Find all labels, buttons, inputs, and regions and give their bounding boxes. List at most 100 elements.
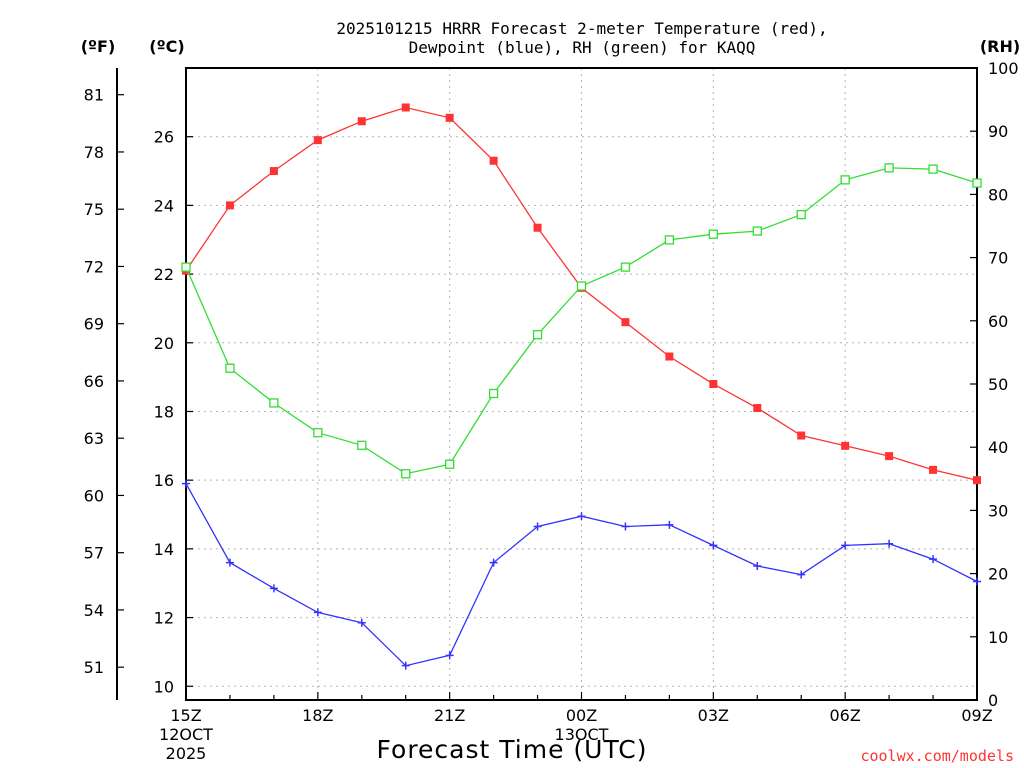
rh-point bbox=[664, 235, 675, 245]
2-meter-temperature-point bbox=[973, 476, 981, 485]
unit-celsius-label: (ºC) bbox=[149, 37, 184, 56]
f-tick-label: 51 bbox=[84, 658, 104, 677]
dewpoint-point bbox=[182, 479, 190, 488]
x-tick-label: 21Z bbox=[434, 706, 465, 725]
2-meter-temperature-point bbox=[797, 431, 806, 440]
unit-fahrenheit-label: (ºF) bbox=[81, 37, 116, 56]
2-meter-temperature-point bbox=[489, 156, 498, 165]
f-tick-label: 60 bbox=[84, 486, 104, 505]
2-meter-temperature-point bbox=[665, 352, 674, 361]
2-meter-temperature-point bbox=[753, 404, 762, 413]
rh-tick-label: 10 bbox=[988, 628, 1008, 647]
f-tick-label: 78 bbox=[84, 143, 104, 162]
rh-point bbox=[225, 363, 235, 373]
rh-point bbox=[576, 281, 587, 291]
rh-point bbox=[181, 262, 191, 272]
rh-point bbox=[928, 164, 938, 174]
c-tick-label: 22 bbox=[154, 265, 174, 284]
rh-point bbox=[796, 209, 806, 220]
2-meter-temperature-point bbox=[929, 465, 938, 474]
rh-tick-label: 80 bbox=[988, 185, 1008, 204]
dewpoint-point bbox=[665, 520, 674, 529]
dewpoint-point bbox=[533, 522, 542, 531]
dewpoint-point bbox=[973, 577, 981, 586]
dewpoint-point bbox=[709, 541, 718, 550]
rh-tick-label: 50 bbox=[988, 375, 1008, 394]
x-tick-label: 09Z bbox=[961, 706, 992, 725]
f-tick-label: 54 bbox=[84, 601, 104, 620]
rh-point bbox=[620, 262, 631, 272]
x-tick-date: 13OCT bbox=[555, 725, 609, 744]
f-tick-label: 66 bbox=[84, 372, 104, 391]
f-tick-label: 75 bbox=[84, 200, 104, 219]
dewpoint-point bbox=[401, 661, 410, 670]
x-tick-label: 15Z bbox=[170, 706, 201, 725]
rh-tick-label: 0 bbox=[988, 691, 998, 710]
c-tick-label: 14 bbox=[154, 540, 174, 559]
rh-point bbox=[357, 440, 367, 450]
dewpoint-point bbox=[841, 541, 850, 550]
rh-tick-label: 70 bbox=[988, 249, 1008, 268]
c-tick-label: 16 bbox=[154, 471, 174, 490]
2-meter-temperature-point bbox=[225, 201, 234, 210]
rh-point bbox=[445, 459, 455, 469]
c-tick-label: 26 bbox=[154, 128, 174, 147]
rh-point bbox=[488, 388, 499, 399]
rh-point bbox=[884, 163, 894, 173]
chart-title-line1: 2025101215 HRRR Forecast 2-meter Tempera… bbox=[336, 19, 827, 38]
dewpoint-point bbox=[313, 608, 322, 617]
f-tick-label: 63 bbox=[84, 429, 104, 448]
2-meter-temperature-point bbox=[709, 380, 718, 388]
f-tick-label: 72 bbox=[84, 257, 104, 276]
credit-text: coolwx.com/models bbox=[860, 747, 1014, 765]
tick-labels: 51 54 57 60 63 66 69 72 75 78 81 10 12 14 16 18 20 22 24 26… bbox=[84, 59, 1019, 763]
c-tick-label: 10 bbox=[154, 677, 174, 696]
c-tick-label: 12 bbox=[154, 609, 174, 628]
dewpoint-point bbox=[929, 555, 938, 564]
rh-tick-label: 20 bbox=[988, 565, 1008, 584]
2-meter-temperature-point bbox=[841, 441, 850, 450]
2-meter-temperature-point bbox=[533, 223, 542, 232]
dewpoint-point bbox=[225, 558, 234, 567]
x-tick-label: 03Z bbox=[698, 706, 729, 725]
rh-point bbox=[752, 226, 762, 236]
x-tick-label: 00Z bbox=[566, 706, 597, 725]
dewpoint-point bbox=[269, 584, 278, 593]
f-tick-label: 69 bbox=[84, 315, 104, 334]
rh-tick-label: 100 bbox=[988, 59, 1019, 78]
rh-tick-label: 40 bbox=[988, 438, 1008, 457]
dewpoint-point bbox=[489, 558, 498, 567]
x-axis-title: Forecast Time (UTC) bbox=[377, 735, 648, 764]
c-tick-label: 18 bbox=[154, 402, 174, 421]
f-tick-label: 81 bbox=[84, 86, 104, 105]
rh-tick-label: 60 bbox=[988, 312, 1008, 331]
rh-point bbox=[269, 398, 279, 408]
unit-rh-label: (RH) bbox=[980, 37, 1020, 56]
dewpoint-point bbox=[621, 522, 630, 531]
x-tick-year: 2025 bbox=[166, 744, 207, 763]
c-tick-label: 24 bbox=[154, 196, 174, 215]
2-meter-temperature-point bbox=[401, 103, 410, 112]
dewpoint-point bbox=[577, 512, 586, 521]
2-meter-temperature-point bbox=[313, 136, 322, 145]
chart-title-line2: Dewpoint (blue), RH (green) for KAQQ bbox=[409, 38, 756, 57]
x-tick-label: 06Z bbox=[830, 706, 861, 725]
rh-tick-label: 90 bbox=[988, 122, 1008, 141]
dewpoint-point bbox=[445, 651, 454, 660]
dewpoint-point bbox=[885, 539, 894, 548]
2-meter-temperature-point bbox=[621, 318, 630, 327]
2-meter-temperature-point bbox=[885, 452, 894, 461]
rh-tick-label: 30 bbox=[988, 501, 1008, 520]
rh-point bbox=[532, 330, 543, 340]
dewpoint-point bbox=[357, 618, 366, 627]
rh-point bbox=[401, 469, 411, 479]
data-series bbox=[181, 103, 982, 670]
2-meter-temperature-point bbox=[269, 167, 278, 176]
c-tick-label: 20 bbox=[154, 334, 174, 353]
2-meter-temperature-point bbox=[445, 113, 454, 122]
2-meter-temperature-point bbox=[357, 117, 366, 126]
rh-point bbox=[708, 229, 718, 239]
rh-point bbox=[972, 178, 982, 188]
